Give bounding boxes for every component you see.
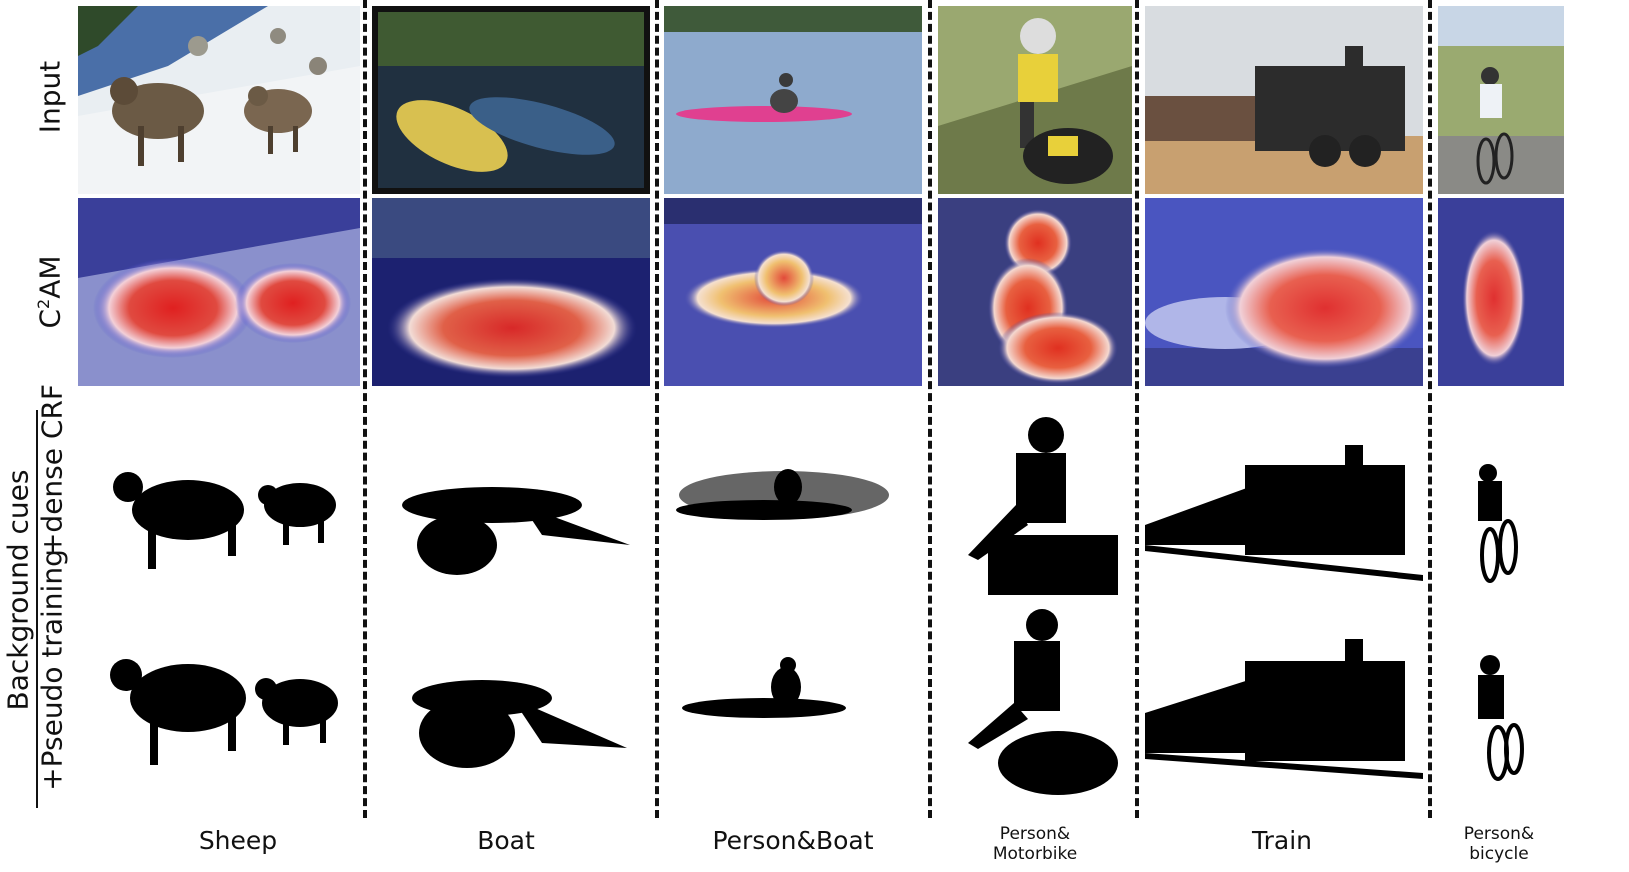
person-bicycle-pseudo-mask <box>1438 603 1564 803</box>
boat-cam-heatmap <box>372 198 650 386</box>
person-bicycle-crf-mask <box>1438 395 1564 595</box>
train-input-photo <box>1145 6 1423 194</box>
person-bicycle-input-photo <box>1438 6 1564 194</box>
column-label-person-bicycle: Person& bicycle <box>1436 824 1562 865</box>
person-boat-pseudo-mask <box>664 603 922 803</box>
row-label-background-cues: Background cues <box>1 469 35 711</box>
person-boat-input-photo <box>664 6 922 194</box>
person-motorbike-pseudo-mask <box>938 603 1132 803</box>
sheep-cam-heatmap <box>78 198 360 386</box>
cam-suffix: AM <box>33 255 67 299</box>
background-cues-bracket-line <box>36 410 38 808</box>
boat-pseudo-mask <box>372 603 650 803</box>
column-label-person-bicycle-line2: bicycle <box>1469 844 1529 865</box>
row-label-cam: C2AM <box>34 255 67 328</box>
train-pseudo-mask <box>1145 603 1423 803</box>
cam-prefix: C <box>33 308 67 329</box>
sheep-pseudo-mask <box>78 603 360 803</box>
person-bicycle-cam-heatmap <box>1438 198 1564 386</box>
cam-superscript: 2 <box>34 298 54 309</box>
person-boat-crf-mask <box>664 395 922 595</box>
person-motorbike-input-photo <box>938 6 1132 194</box>
column-label-train: Train <box>1252 826 1312 855</box>
column-label-boat: Boat <box>477 826 535 855</box>
person-motorbike-cam-heatmap <box>938 198 1132 386</box>
train-cam-heatmap <box>1145 198 1423 386</box>
column-label-person-motorbike-line1: Person& <box>999 824 1071 844</box>
column-divider <box>363 0 367 818</box>
boat-input-photo <box>372 6 650 194</box>
sheep-crf-mask <box>78 395 360 595</box>
person-boat-cam-heatmap <box>664 198 922 386</box>
column-divider <box>1135 0 1139 818</box>
column-divider <box>655 0 659 818</box>
column-label-person-motorbike-line2: Motorbike <box>992 844 1078 865</box>
column-label-person-bicycle-line1: Person& <box>1463 824 1535 844</box>
row-label-dense-crf: +dense CRF <box>35 383 69 557</box>
boat-crf-mask <box>372 395 650 595</box>
column-divider <box>1428 0 1432 818</box>
column-label-sheep: Sheep <box>198 826 278 855</box>
column-divider <box>928 0 932 818</box>
column-label-person-boat: Person&Boat <box>712 826 874 855</box>
row-label-pseudo-training: +Pseudo training <box>35 549 69 791</box>
train-crf-mask <box>1145 395 1423 595</box>
sheep-input-photo <box>78 6 360 194</box>
person-motorbike-crf-mask <box>938 395 1132 595</box>
row-label-input: Input <box>33 60 67 134</box>
column-label-person-motorbike: Person& Motorbike <box>960 824 1110 865</box>
